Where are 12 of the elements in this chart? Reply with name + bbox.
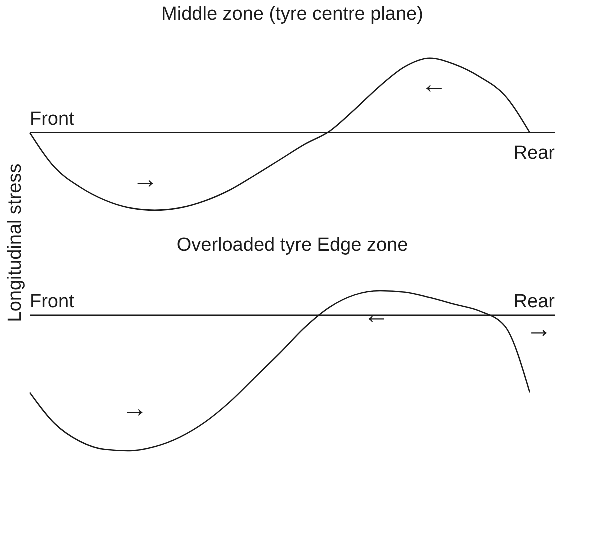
y-axis-title: Longitudinal stress xyxy=(5,164,26,322)
annotation: Rear xyxy=(514,291,556,312)
chart-title: Middle zone (tyre centre plane) xyxy=(162,4,424,25)
annotation: Front xyxy=(30,108,76,130)
annotation: Front xyxy=(30,291,76,312)
annotation: Rear xyxy=(514,142,556,164)
chart-title: Overloaded tyre Edge zone xyxy=(176,235,408,256)
annotation: → xyxy=(526,313,552,344)
annotation: ← xyxy=(364,299,390,330)
annotation: → xyxy=(132,164,158,194)
annotation: → xyxy=(122,393,148,423)
annotation: ← xyxy=(421,69,448,99)
